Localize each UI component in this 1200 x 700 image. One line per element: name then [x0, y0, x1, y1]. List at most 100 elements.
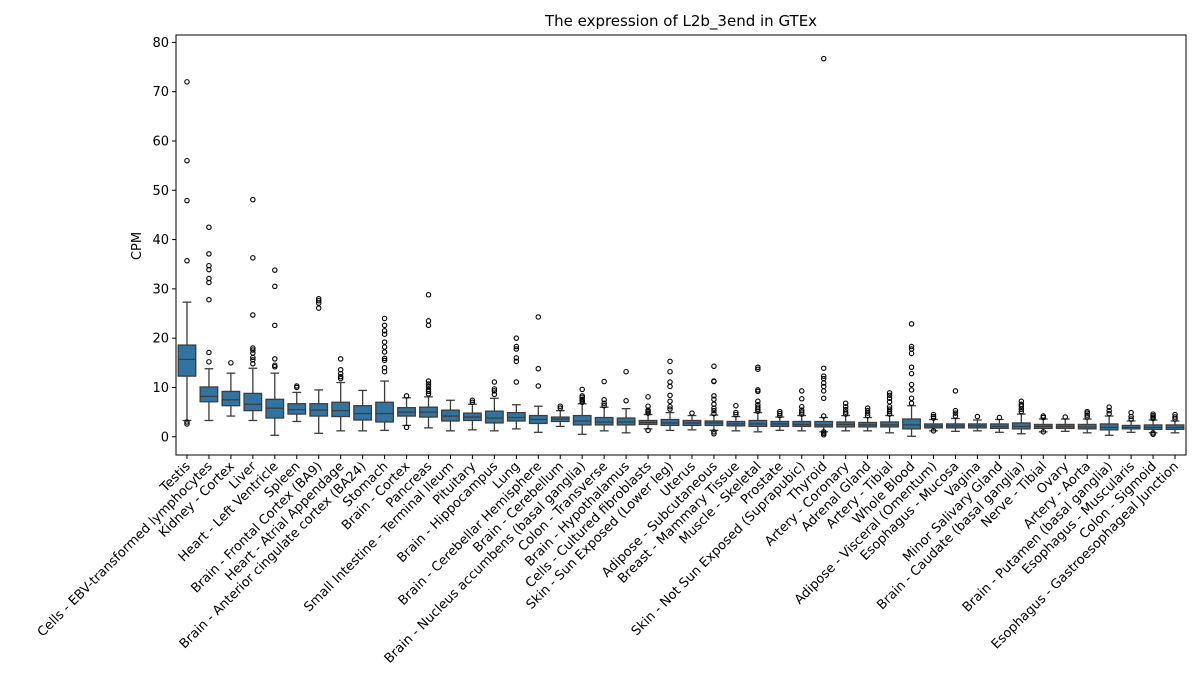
flier-point	[381, 364, 388, 371]
flier-point	[733, 409, 739, 416]
flier-point	[184, 258, 190, 264]
flier-point	[755, 387, 761, 393]
flier-point	[820, 373, 827, 379]
box-group	[880, 390, 900, 434]
flier-point	[228, 360, 234, 366]
flier-point	[513, 355, 520, 361]
flier-point	[777, 410, 783, 417]
box-group	[572, 386, 592, 435]
flier-point	[1018, 401, 1025, 407]
box-iqr	[594, 416, 614, 426]
flier-point	[755, 398, 761, 405]
flier-point	[381, 339, 388, 345]
flier-point	[1106, 410, 1112, 417]
flier-point	[579, 396, 585, 403]
flier-point	[820, 383, 827, 390]
flier-point	[974, 413, 981, 420]
box-group	[616, 368, 636, 434]
flier-point	[952, 407, 959, 414]
flier-point	[184, 421, 190, 427]
flier-point	[645, 427, 651, 434]
box-group	[946, 388, 965, 432]
flier-point	[799, 396, 805, 402]
flier-point	[908, 321, 915, 327]
chart-title: The expression of L2b_3end in GTEx	[544, 12, 817, 31]
box-group	[814, 55, 834, 438]
flier-point	[755, 366, 761, 372]
flier-point	[667, 406, 673, 412]
y-tick-label: 70	[152, 85, 169, 100]
flier-point	[820, 429, 827, 435]
flier-point	[667, 398, 673, 405]
flier-point	[491, 386, 498, 392]
flier-point	[250, 312, 256, 318]
flier-point	[799, 409, 805, 415]
flier-point	[601, 402, 607, 409]
flier-point	[272, 362, 278, 369]
flier-point	[425, 318, 432, 324]
flier-point	[908, 364, 915, 371]
flier-point	[1062, 414, 1068, 420]
flier-point	[755, 404, 761, 410]
box-group	[902, 321, 921, 437]
flier-point	[1150, 430, 1156, 436]
box-iqr	[331, 401, 351, 418]
flier-point	[820, 413, 827, 419]
flier-point	[1040, 413, 1047, 419]
flier-point	[206, 224, 212, 231]
box-group	[462, 397, 482, 431]
box-group	[177, 79, 197, 427]
flier-point	[491, 391, 498, 398]
flier-point	[842, 403, 849, 410]
flier-point	[667, 383, 673, 390]
flier-point	[184, 419, 190, 425]
flier-point	[513, 358, 520, 365]
flier-point	[1172, 414, 1178, 420]
flier-point	[820, 375, 827, 382]
flier-point	[601, 400, 607, 406]
box-group	[243, 196, 263, 422]
flier-point	[557, 405, 563, 411]
flier-point	[820, 395, 827, 402]
box-group	[221, 360, 241, 417]
y-tick-label: 10	[152, 381, 169, 396]
flier-point	[272, 322, 278, 329]
flier-point	[886, 395, 893, 402]
flier-point	[667, 358, 673, 365]
y-tick-label: 80	[152, 36, 169, 51]
flier-point	[930, 411, 937, 418]
flier-point	[667, 379, 673, 385]
flier-point	[206, 275, 212, 282]
flier-point	[425, 378, 432, 384]
flier-point	[425, 322, 432, 329]
box-group	[1099, 404, 1119, 436]
flier-point	[1128, 409, 1134, 416]
box-group	[265, 267, 285, 436]
flier-point	[667, 392, 673, 399]
flier-point	[908, 400, 915, 406]
flier-point	[1106, 407, 1112, 414]
flier-point	[1172, 411, 1178, 418]
box-group	[397, 393, 416, 431]
flier-point	[667, 403, 673, 410]
flier-point	[513, 343, 520, 350]
flier-point	[206, 251, 212, 257]
flier-point	[908, 395, 915, 402]
box-group	[506, 335, 526, 430]
y-tick-label: 40	[152, 233, 169, 248]
flier-point	[272, 267, 278, 273]
flier-point	[601, 397, 607, 403]
box-group	[924, 411, 943, 434]
flier-point	[623, 398, 629, 404]
box-group	[770, 408, 790, 432]
flier-point	[864, 407, 871, 414]
flier-point	[184, 197, 190, 204]
flier-point	[820, 388, 827, 394]
flier-point	[908, 387, 915, 393]
box-iqr	[902, 418, 921, 430]
box-group	[1165, 411, 1185, 434]
box-group	[331, 356, 351, 432]
y-tick-label: 0	[161, 430, 169, 445]
box-group	[704, 363, 724, 437]
